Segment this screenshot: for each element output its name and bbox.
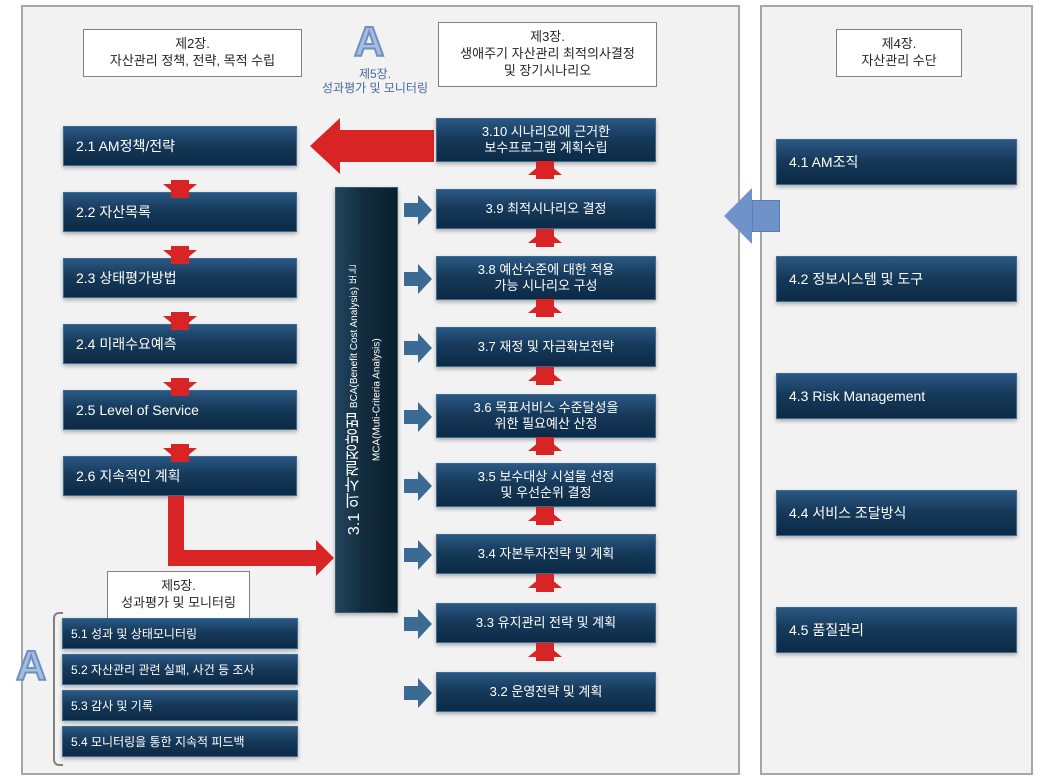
au-3 xyxy=(528,299,562,313)
header-ch3-l3: 및 장기시나리오 xyxy=(504,63,591,78)
arrow-down-2b xyxy=(163,250,197,264)
box-2-1: 2.1 AM정책/전략 xyxy=(63,126,297,166)
letter-a-top: A xyxy=(354,18,384,66)
au-5 xyxy=(528,437,562,451)
box-3-8: 3.8 예산수준에 대한 적용가능 시나리오 구성 xyxy=(436,256,656,300)
vbox-3-1: 3.1 의사결정방법 BCA(Benefit Cost Analysis) 또는… xyxy=(335,187,398,613)
box-4-1: 4.1 AM조직 xyxy=(776,139,1017,185)
header-ch4: 제4장. 자산관리 수단 xyxy=(836,29,962,77)
arrow-down-2c xyxy=(163,316,197,330)
ar-blue-7 xyxy=(418,609,432,639)
box-2-3: 2.3 상태평가방법 xyxy=(63,258,297,298)
ar-blue-8 xyxy=(418,678,432,708)
box-4-3: 4.3 Risk Management xyxy=(776,373,1017,419)
au-2 xyxy=(528,229,562,243)
ch5-top-l1: 제5장. xyxy=(359,67,391,81)
diagram-canvas: 제2장. 자산관리 정책, 전략, 목적 수립 제3장. 생애주기 자산관리 최… xyxy=(0,0,1042,782)
box-2-6: 2.6 지속적인 계획 xyxy=(63,456,297,496)
header-ch3-l2: 생애주기 자산관리 최적의사결정 xyxy=(460,46,635,61)
box-5-3: 5.3 감사 및 기록 xyxy=(62,690,298,721)
box-3-5: 3.5 보수대상 시설물 선정및 우선순위 결정 xyxy=(436,463,656,507)
header-ch2-l1: 제2장. xyxy=(175,36,210,51)
box-4-4: 4.4 서비스 조달방식 xyxy=(776,490,1017,536)
arrow-down-2d xyxy=(163,382,197,396)
header-ch5-l2: 성과평가 및 모니터링 xyxy=(121,595,236,610)
header-ch3: 제3장. 생애주기 자산관리 최적의사결정 및 장기시나리오 xyxy=(438,22,657,87)
au-6 xyxy=(528,507,562,521)
au-4 xyxy=(528,367,562,381)
box-5-4: 5.4 모니터링을 통한 지속적 피드백 xyxy=(62,726,298,757)
box-4-2: 4.2 정보시스템 및 도구 xyxy=(776,256,1017,302)
header-ch4-l2: 자산관리 수단 xyxy=(861,53,936,68)
box-2-4: 2.4 미래수요예측 xyxy=(63,324,297,364)
box-3-4: 3.4 자본투자전략 및 계획 xyxy=(436,534,656,574)
box-3-3: 3.3 유지관리 전략 및 계획 xyxy=(436,603,656,643)
box-2-2: 2.2 자산목록 xyxy=(63,192,297,232)
ar-blue-5 xyxy=(418,471,432,501)
ar-blue-6 xyxy=(418,540,432,570)
ar-blue-1 xyxy=(418,195,432,225)
box-3-10: 3.10 시나리오에 근거한보수프로그램 계획수립 xyxy=(436,118,656,162)
ar-blue-4 xyxy=(418,402,432,432)
box-3-2: 3.2 운영전략 및 계획 xyxy=(436,672,656,712)
ar-blue-2 xyxy=(418,264,432,294)
arrow-down-2e xyxy=(163,448,197,462)
box-5-2: 5.2 자산관리 관련 실패, 사건 등 조사 xyxy=(62,654,298,685)
header-ch5-l1: 제5장. xyxy=(161,578,196,593)
box-5-1: 5.1 성과 및 상태모니터링 xyxy=(62,618,298,649)
letter-a-side: A xyxy=(16,642,46,690)
box-2-5: 2.5 Level of Service xyxy=(63,390,297,430)
header-ch4-l1: 제4장. xyxy=(882,36,917,51)
vbox-main: 3.1 의사결정방법 xyxy=(346,413,363,536)
au-8 xyxy=(528,643,562,657)
header-ch3-l1: 제3장. xyxy=(530,29,565,44)
arrow-down-2a xyxy=(163,184,197,198)
au-1 xyxy=(528,161,562,175)
box-3-6: 3.6 목표서비스 수준달성을위한 필요예산 산정 xyxy=(436,394,656,438)
ar-blue-3 xyxy=(418,333,432,363)
ch5-top-label: 제5장. 성과평가 및 모니터링 xyxy=(320,67,430,96)
au-7 xyxy=(528,574,562,588)
ch5-top-l2: 성과평가 및 모니터링 xyxy=(322,81,428,95)
box-3-9: 3.9 최적시나리오 결정 xyxy=(436,189,656,229)
box-4-5: 4.5 품질관리 xyxy=(776,607,1017,653)
box-3-7: 3.7 재정 및 자금확보전략 xyxy=(436,327,656,367)
header-ch2-l2: 자산관리 정책, 전략, 목적 수립 xyxy=(110,53,275,68)
header-ch2: 제2장. 자산관리 정책, 전략, 목적 수립 xyxy=(83,29,302,77)
header-ch5: 제5장. 성과평가 및 모니터링 xyxy=(107,571,250,619)
